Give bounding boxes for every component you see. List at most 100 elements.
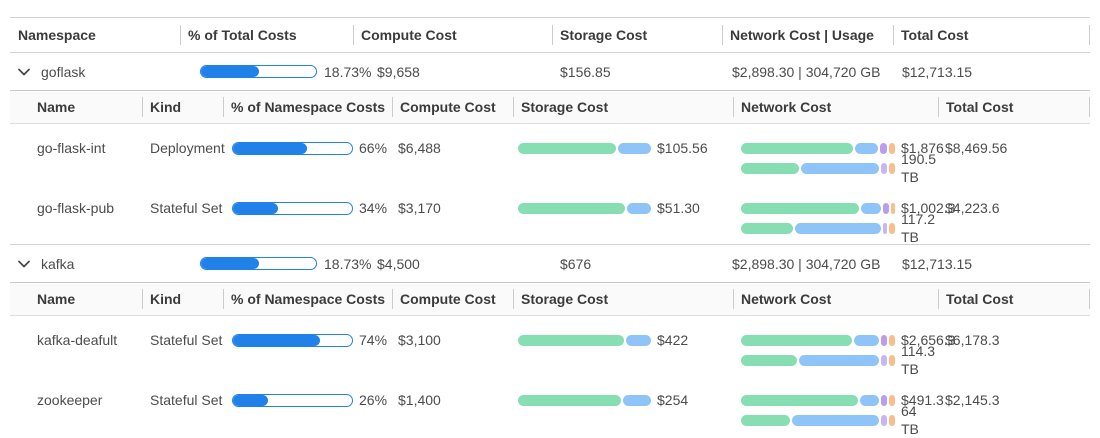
pct-of-namespace-value: 34%	[359, 200, 388, 216]
main-table-header: Namespace % of Total Costs Compute Cost …	[10, 17, 1090, 53]
column-header-compute-cost[interactable]: Compute Cost	[392, 91, 513, 123]
column-header-pct-namespace[interactable]: % of Namespace Costs	[223, 91, 392, 123]
column-header-name[interactable]: Name	[37, 99, 76, 115]
bar-segment-green	[741, 222, 793, 234]
namespace-compute-cost: $4,500	[377, 255, 420, 272]
column-header-network-cost[interactable]: Network Cost | Usage	[722, 18, 893, 52]
bar-segment-green	[518, 334, 625, 346]
workload-rows: kafka-deafult Stateful Set 74% $3,100 $4…	[10, 316, 1090, 437]
bar-segment-green	[741, 162, 799, 174]
column-header-kind[interactable]: Kind	[142, 91, 223, 123]
workload-name: go-flask-int	[37, 140, 106, 156]
bar-segment-blue	[791, 414, 880, 426]
bar-segment-orange	[889, 354, 895, 366]
column-header-total-cost[interactable]: Total Cost	[938, 283, 1090, 315]
column-header-total-cost[interactable]: Total Cost	[893, 18, 1090, 52]
workload-total-cost: $4,223.6	[945, 200, 1000, 216]
namespace-row[interactable]: kafka 18.73% $4,500 $676 $2,898.30 | 304…	[10, 245, 1090, 282]
storage-cost-bar	[518, 142, 651, 154]
bar-segment-lavender	[881, 414, 888, 426]
column-header-total-cost[interactable]: Total Cost	[938, 91, 1090, 123]
bar-segment-green	[741, 334, 852, 346]
network-cost-bar	[741, 202, 895, 214]
workload-row[interactable]: kafka-deafult Stateful Set 74% $3,100 $4…	[10, 316, 1090, 377]
workload-compute-cost: $6,488	[398, 140, 441, 156]
workload-total-cost: $8,469.56	[945, 140, 1008, 156]
column-header-pct-total-costs[interactable]: % of Total Costs	[180, 18, 353, 52]
network-cost-value: $2,656.3	[901, 332, 956, 348]
network-cost-value: $1,002.3	[901, 200, 956, 216]
bar-segment-purple	[881, 334, 888, 346]
workload-compute-cost: $3,100	[398, 332, 441, 348]
workload-row[interactable]: go-flask-int Deployment 66% $6,488 $105.…	[10, 124, 1090, 185]
network-usage-bar	[741, 222, 895, 234]
bar-segment-orange	[889, 394, 895, 406]
bar-segment-purple	[879, 142, 888, 154]
network-cost-value: $1,876	[901, 140, 944, 156]
column-header-storage-cost[interactable]: Storage Cost	[552, 18, 722, 52]
pct-of-namespace-value: 66%	[359, 140, 388, 156]
bar-segment-blue	[618, 142, 651, 154]
workload-table-header: Name Kind % of Namespace Costs Compute C…	[10, 90, 1090, 124]
column-header-name[interactable]: Name	[37, 291, 76, 307]
column-header-kind[interactable]: Kind	[142, 283, 223, 315]
workload-table: Name Kind % of Namespace Costs Compute C…	[10, 90, 1090, 245]
workload-compute-cost: $3,170	[398, 200, 441, 216]
bar-segment-blue	[627, 202, 651, 214]
bar-segment-blue	[861, 202, 881, 214]
chevron-down-icon[interactable]	[18, 260, 30, 268]
namespace-storage-cost: $676	[560, 255, 592, 272]
workload-total-cost: $2,145.3	[945, 392, 1000, 408]
workload-kind: Stateful Set	[150, 392, 223, 408]
bar-segment-green	[741, 394, 858, 406]
network-usage-value: 117.2 TB	[901, 211, 935, 245]
bar-segment-purple	[881, 394, 888, 406]
bar-segment-blue	[794, 222, 881, 234]
network-cost-bar	[741, 394, 895, 406]
workload-name: zookeeper	[37, 392, 103, 408]
bar-segment-blue	[799, 354, 880, 366]
storage-cost-value: $51.30	[657, 200, 700, 216]
pct-of-namespace-bar	[232, 141, 353, 155]
workload-row[interactable]: go-flask-pub Stateful Set 34% $3,170 $51…	[10, 184, 1090, 245]
bar-segment-blue	[800, 162, 880, 174]
workload-row[interactable]: zookeeper Stateful Set 26% $1,400 $254 $…	[10, 376, 1090, 437]
namespace-network-cost-usage: $2,898.30 | 304,720 GB	[732, 63, 881, 80]
storage-cost-value: $105.56	[657, 140, 708, 156]
pct-of-namespace-bar	[232, 393, 353, 407]
column-header-network-cost[interactable]: Network Cost	[733, 91, 938, 123]
pct-of-total-value: 18.73%	[324, 255, 372, 272]
network-usage-value: 114.3 TB	[901, 343, 935, 377]
network-cost-value: $491.3	[901, 392, 944, 408]
workload-name: kafka-deafult	[37, 332, 118, 348]
network-cost-bar	[741, 334, 895, 346]
bar-segment-orange	[889, 334, 895, 346]
namespace-compute-cost: $9,658	[377, 63, 420, 80]
pct-of-namespace-bar	[232, 201, 353, 215]
chevron-down-icon[interactable]	[18, 68, 30, 76]
bar-segment-blue	[854, 334, 880, 346]
bar-segment-green	[518, 202, 626, 214]
namespace-total-cost: $12,713.15	[902, 63, 973, 80]
bar-segment-purple	[882, 202, 889, 214]
bar-segment-orange	[889, 162, 895, 174]
column-header-namespace[interactable]: Namespace	[18, 27, 96, 43]
storage-cost-bar	[518, 334, 651, 346]
column-header-compute-cost[interactable]: Compute Cost	[392, 283, 513, 315]
bar-segment-green	[741, 142, 854, 154]
column-header-compute-cost[interactable]: Compute Cost	[353, 18, 552, 52]
column-header-storage-cost[interactable]: Storage Cost	[513, 91, 733, 123]
namespace-name: goflask	[41, 63, 86, 80]
workload-total-cost: $6,178.3	[945, 332, 1000, 348]
workload-rows: go-flask-int Deployment 66% $6,488 $105.…	[10, 124, 1090, 245]
namespace-row[interactable]: goflask 18.73% $9,658 $156.85 $2,898.30 …	[10, 53, 1090, 90]
column-header-pct-namespace[interactable]: % of Namespace Costs	[223, 283, 392, 315]
namespace-name: kafka	[41, 255, 75, 272]
namespace-group: goflask 18.73% $9,658 $156.85 $2,898.30 …	[10, 53, 1090, 245]
network-usage-value: 190.5 TB	[901, 151, 937, 185]
workload-compute-cost: $1,400	[398, 392, 441, 408]
column-header-network-cost[interactable]: Network Cost	[733, 283, 938, 315]
pct-of-namespace-bar	[232, 333, 353, 347]
bar-segment-lavender	[881, 354, 888, 366]
column-header-storage-cost[interactable]: Storage Cost	[513, 283, 733, 315]
